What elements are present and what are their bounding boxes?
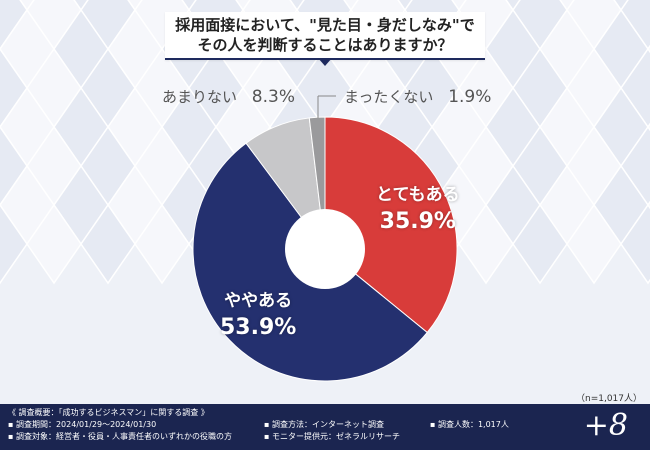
argyle-diamond (80, 203, 136, 285)
donut-chart (192, 95, 458, 382)
label-mattakunai: まったくない 1.9% (344, 86, 491, 107)
label-yayaaru: ややある 53.9% (220, 286, 296, 340)
brand-logo: +8 (583, 408, 628, 443)
label-amarinai-text: あまりない (162, 88, 238, 106)
survey-footer: 《 調査概要：「成功するビジネスマン」に関する調査 》 ▪ 調査期間：2024/… (0, 404, 650, 450)
argyle-diamond (0, 125, 28, 207)
label-amarinai-value: 8.3% (251, 87, 295, 107)
donut-hole (285, 209, 365, 289)
question-title-line2: その人を判断することはありますか？ (197, 36, 453, 54)
argyle-diamond (0, 0, 28, 51)
argyle-diamond (26, 203, 82, 285)
title-pointer (318, 58, 332, 66)
argyle-diamond (512, 203, 568, 285)
footer-period: ▪ 調査期間：2024/01/29～2024/01/30 (8, 420, 157, 429)
label-mattakunai-text: まったくない (344, 88, 434, 106)
argyle-diamond (566, 203, 622, 285)
label-amarinai: あまりない 8.3% (162, 86, 295, 107)
argyle-diamond (458, 203, 514, 285)
footer-count: ▪ 調査人数：1,017人 (430, 420, 509, 429)
argyle-diamond (0, 203, 28, 285)
argyle-diamond (0, 47, 28, 129)
question-title-box: 採用面接において、"見た目・身だしなみ"で その人を判断することはありますか？ (165, 12, 485, 60)
argyle-diamond (134, 203, 190, 285)
label-yayaaru-text: ややある (224, 291, 293, 311)
footer-method: ▪ 調査方法：インターネット調査 (264, 420, 384, 429)
footer-summary: 《 調査概要：「成功するビジネスマン」に関する調査 》 (8, 408, 209, 417)
label-totemoaru-text: とてもある (376, 185, 460, 205)
label-totemoaru-value: 35.9% (379, 209, 456, 234)
label-totemoaru: とてもある 35.9% (376, 180, 460, 234)
footer-provider: ▪ モニター提供元：ゼネラルリサーチ (264, 432, 400, 441)
footer-target: ▪ 調査対象：経営者・役員・人事責任者のいずれかの役職の方 (8, 432, 232, 441)
question-title-line1: 採用面接において、"見た目・身だしなみ"で (175, 16, 475, 34)
argyle-diamond (620, 203, 650, 285)
sample-size-note: （n=1,017人） (575, 394, 642, 404)
label-mattakunai-value: 1.9% (448, 87, 492, 107)
slice-totemoaru (324, 116, 458, 334)
label-yayaaru-value: 53.9% (220, 315, 297, 340)
